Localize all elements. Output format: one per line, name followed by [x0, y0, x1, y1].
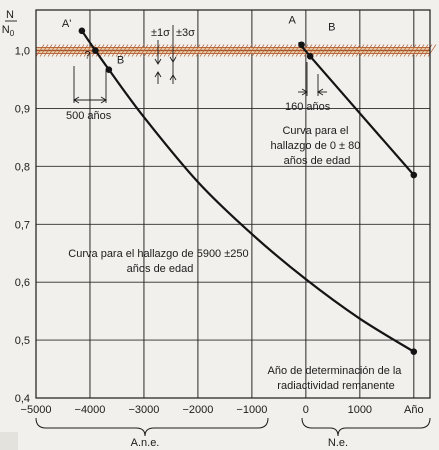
- sigma1-label: ±1σ: [151, 27, 170, 39]
- span-500-label: 500 años: [66, 110, 112, 122]
- data-point: [298, 41, 305, 49]
- x-tick-label: −3000: [128, 404, 159, 416]
- series-line: [80, 30, 415, 353]
- scan-corner: [0, 432, 18, 450]
- x-tick-label: −2000: [182, 404, 213, 416]
- uncertainty-band: [35, 44, 437, 57]
- x-tick-label: 1000: [348, 404, 372, 416]
- data-point-label: A: [289, 15, 297, 27]
- sigma-band-arrows: [154, 25, 177, 84]
- plot-border: [35, 9, 431, 399]
- span-160-label: 160 años: [285, 101, 331, 113]
- x-tick-labels: −5000 −4000 −3000 −2000 −1000 0 1000 Año: [21, 404, 424, 416]
- x-tick-label: −1000: [236, 404, 267, 416]
- y-tick-label: 0,9: [15, 103, 30, 115]
- data-point-label: B: [117, 55, 124, 67]
- data-point: [92, 47, 99, 54]
- data-point: [410, 348, 418, 355]
- grid-lines: [35, 10, 430, 399]
- y-tick-label: 0,7: [15, 219, 30, 231]
- y-tick-label: 0,4: [15, 393, 30, 405]
- y-tick-labels: 1,0 0,9 0,8 0,7 0,6 0,5 0,4: [15, 46, 30, 405]
- x-tick-label: Año: [404, 404, 424, 416]
- data-point: [78, 27, 86, 35]
- y-tick-label: 1,0: [15, 46, 30, 58]
- x-tick-label: −5000: [21, 404, 52, 416]
- data-point-label: B: [328, 21, 335, 33]
- curve2-label: Curva para el hallazgo de 0 ± 80 años de…: [271, 125, 364, 167]
- data-point: [306, 53, 314, 60]
- data-point: [410, 171, 418, 179]
- data-point-label: A': [62, 18, 71, 30]
- data-point-label: ?: [84, 50, 90, 62]
- span-160-marker: [298, 62, 327, 96]
- y-tick-label: 0,5: [15, 335, 30, 347]
- x-tick-label: 0: [303, 404, 309, 416]
- span-500-marker: [73, 66, 107, 104]
- data-points: A'? B A B: [62, 15, 418, 355]
- era-bc-label: A.n.e.: [131, 437, 160, 449]
- plot-frame: [35, 9, 431, 399]
- curve1-label: Curva para el hallazgo de 5900 ±250 años…: [68, 248, 251, 275]
- y-axis-label-numerator: N: [6, 9, 14, 21]
- y-axis-label-denominator: N0: [2, 24, 15, 38]
- data-series: [80, 30, 415, 353]
- era-ad-label: N.e.: [328, 437, 348, 449]
- y-tick-label: 0,6: [15, 277, 30, 289]
- sigma3-label: ±3σ: [176, 27, 195, 39]
- era-braces: [35, 417, 431, 437]
- y-tick-label: 0,8: [15, 161, 30, 173]
- final-year-label: Año de determinación de la radiactividad…: [268, 365, 405, 392]
- data-point: [105, 66, 113, 73]
- x-tick-label: −4000: [75, 404, 106, 416]
